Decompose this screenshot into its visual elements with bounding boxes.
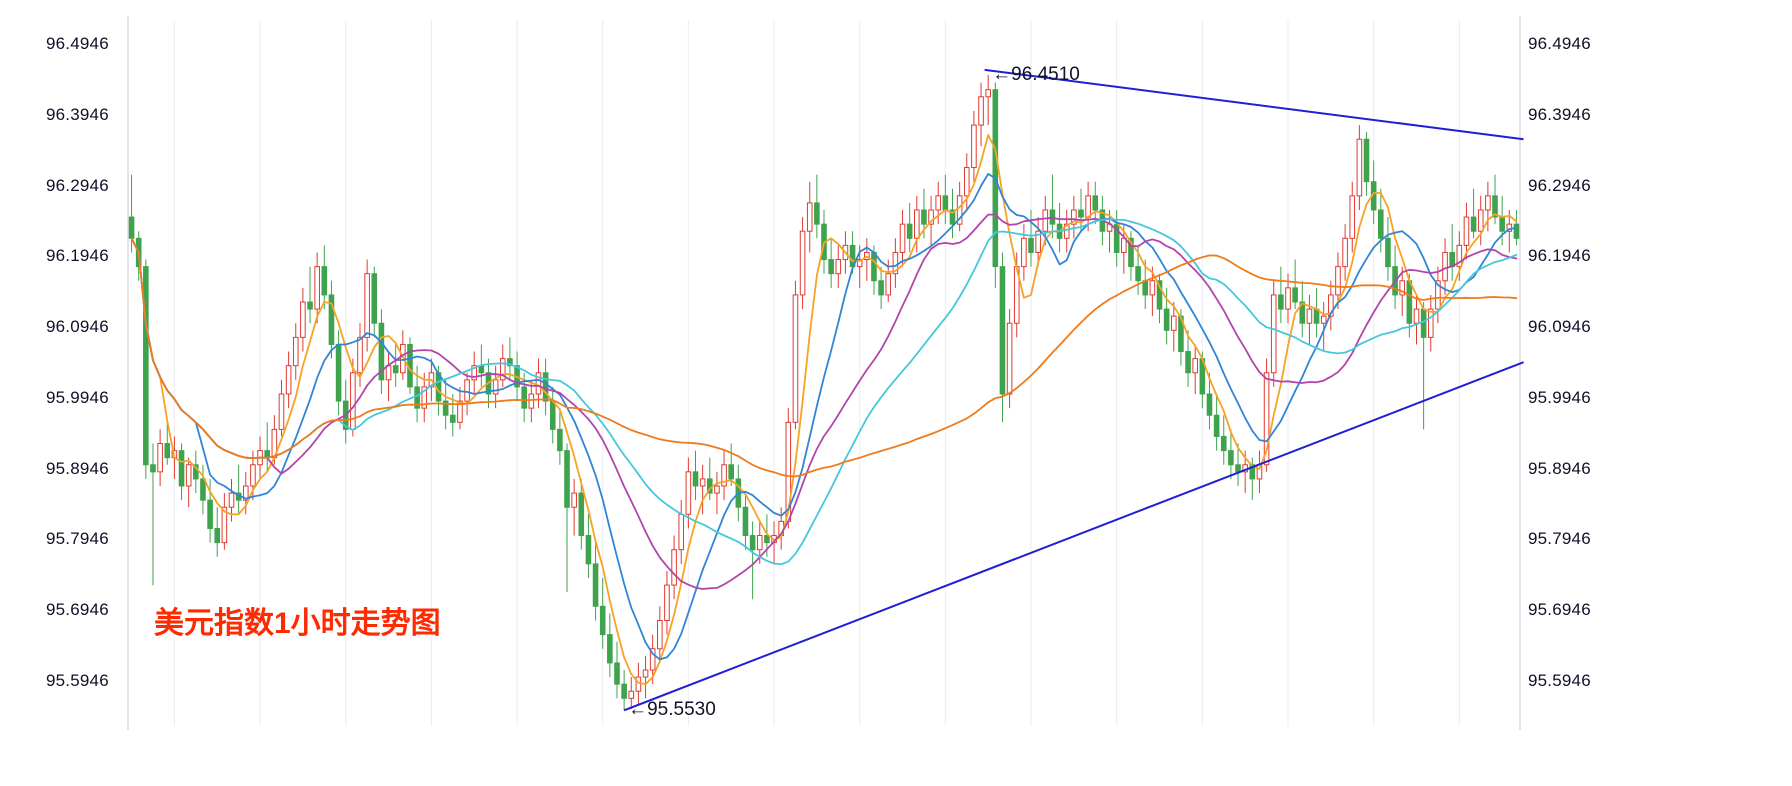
usd-index-hourly-chart: 96.4946 96.3946 96.2946 96.1946 96.0946 95.99… (40, 16, 1792, 770)
y-axis-label-left: 95.5946 (46, 670, 109, 690)
y-axis-label-left: 96.0946 (46, 317, 109, 337)
y-axis-label-right: 95.5946 (1528, 670, 1591, 690)
y-axis-label-right: 95.9946 (1528, 387, 1591, 407)
y-axis-label-left: 95.6946 (46, 600, 109, 620)
y-axis-label-left: 96.1946 (46, 246, 109, 266)
price-annotation: ←96.4510 (992, 63, 1080, 85)
y-axis-label-right: 96.4946 (1528, 33, 1591, 53)
y-axis-label-right: 95.7946 (1528, 529, 1591, 549)
y-axis-label-left: 96.2946 (46, 175, 109, 195)
y-axis-label-left: 96.3946 (46, 104, 109, 124)
y-axis-label-left: 95.9946 (46, 387, 109, 407)
y-axis-label-right: 96.0946 (1528, 317, 1591, 337)
y-axis-label-right: 95.6946 (1528, 600, 1591, 620)
price-annotation: ←95.5530 (628, 699, 716, 721)
y-axis-label-left: 95.8946 (46, 458, 109, 478)
y-axis-label-right: 95.8946 (1528, 458, 1591, 478)
y-axis-label-right: 96.1946 (1528, 246, 1591, 266)
candlestick-plot[interactable] (40, 16, 1792, 770)
y-axis-label-right: 96.3946 (1528, 104, 1591, 124)
y-axis-label-right: 96.2946 (1528, 175, 1591, 195)
chart-title: 美元指数1小时走势图 (154, 607, 441, 640)
y-axis-label-left: 95.7946 (46, 529, 109, 549)
y-axis-label-left: 96.4946 (46, 33, 109, 53)
